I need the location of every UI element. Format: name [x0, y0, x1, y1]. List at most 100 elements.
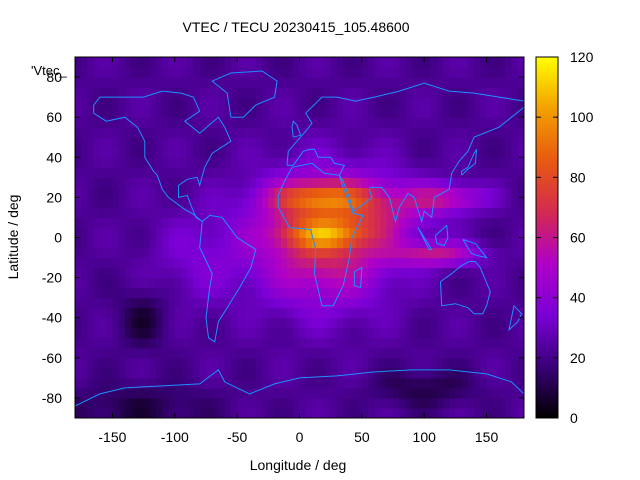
heatmap-cell — [230, 357, 238, 369]
heatmap-cell — [349, 217, 357, 229]
heatmap-cell — [93, 267, 101, 279]
heatmap-cell — [455, 87, 463, 98]
heatmap-cell — [243, 77, 251, 88]
heatmap-cell — [386, 277, 394, 289]
heatmap-cell — [305, 207, 313, 219]
heatmap-cell — [436, 137, 444, 148]
heatmap-cell — [399, 207, 407, 219]
heatmap-cell — [81, 107, 89, 118]
heatmap-cell — [374, 127, 382, 138]
heatmap-cell — [299, 267, 307, 279]
heatmap-cell — [255, 187, 263, 198]
heatmap-cell — [336, 157, 344, 168]
heatmap-cell — [299, 387, 307, 399]
heatmap-cell — [311, 287, 319, 299]
heatmap-cell — [93, 387, 101, 399]
heatmap-cell — [262, 157, 269, 168]
heatmap-cell — [511, 367, 519, 379]
heatmap-cell — [467, 397, 475, 409]
heatmap-cell — [243, 277, 251, 289]
heatmap-cell — [318, 327, 326, 339]
heatmap-cell — [449, 247, 457, 259]
heatmap-cell — [162, 107, 170, 118]
heatmap-cell — [156, 67, 163, 78]
heatmap-cell — [143, 117, 151, 128]
heatmap-cell — [336, 347, 344, 359]
heatmap-cell — [168, 107, 176, 118]
heatmap-cell — [124, 177, 132, 188]
heatmap-cell — [87, 137, 95, 148]
heatmap-cell — [405, 77, 413, 88]
heatmap-cell — [193, 207, 201, 219]
heatmap-cell — [218, 197, 226, 209]
heatmap-cell — [442, 357, 450, 369]
heatmap-cell — [324, 277, 332, 289]
heatmap-cell — [355, 237, 363, 249]
heatmap-cell — [486, 87, 494, 98]
heatmap-cell — [162, 337, 170, 349]
heatmap-cell — [511, 307, 519, 319]
heatmap-cell — [112, 177, 120, 188]
heatmap-cell — [368, 167, 375, 178]
heatmap-cell — [374, 97, 382, 108]
heatmap-cell — [93, 337, 101, 349]
heatmap-cell — [492, 77, 500, 88]
heatmap-cell — [106, 127, 114, 138]
heatmap-cell — [430, 297, 438, 309]
heatmap-cell — [218, 127, 226, 138]
heatmap-cell — [318, 257, 326, 269]
heatmap-cell — [237, 297, 244, 309]
heatmap-cell — [212, 97, 220, 108]
heatmap-cell — [193, 67, 201, 78]
heatmap-cell — [499, 167, 506, 178]
heatmap-cell — [249, 167, 257, 178]
heatmap-cell — [467, 187, 475, 198]
heatmap-cell — [393, 227, 400, 239]
heatmap-cell — [137, 287, 145, 299]
heatmap-cell — [149, 307, 157, 319]
heatmap-cell — [293, 387, 301, 399]
heatmap-cell — [143, 187, 151, 198]
heatmap-cell — [430, 347, 438, 359]
heatmap-cell — [405, 277, 413, 289]
heatmap-cell — [199, 297, 207, 309]
heatmap-cell — [386, 367, 394, 379]
heatmap-cell — [455, 187, 463, 198]
heatmap-cell — [168, 217, 176, 229]
heatmap-cell — [137, 177, 145, 188]
heatmap-cell — [511, 277, 519, 289]
heatmap-cell — [181, 247, 188, 259]
heatmap-cell — [486, 347, 494, 359]
heatmap-cell — [106, 357, 114, 369]
heatmap-cell — [280, 257, 288, 269]
heatmap-cell — [324, 237, 332, 249]
heatmap-cell — [330, 317, 338, 329]
heatmap-cell — [230, 217, 238, 229]
heatmap-cell — [218, 357, 226, 369]
heatmap-cell — [87, 257, 95, 269]
heatmap-cell — [174, 287, 182, 299]
heatmap-cell — [424, 97, 432, 108]
heatmap-cell — [405, 167, 413, 178]
heatmap-cell — [455, 107, 463, 118]
heatmap-cell — [187, 227, 195, 239]
heatmap-cell — [243, 107, 251, 118]
heatmap-cell — [193, 157, 201, 168]
heatmap-cell — [143, 287, 151, 299]
heatmap-cell — [368, 117, 375, 128]
heatmap-cell — [106, 317, 114, 329]
heatmap-cell — [243, 97, 251, 108]
heatmap-cell — [137, 77, 145, 88]
heatmap-cell — [405, 267, 413, 279]
heatmap-cell — [287, 227, 294, 239]
heatmap-cell — [193, 137, 201, 148]
heatmap-cell — [205, 357, 213, 369]
heatmap-cell — [449, 77, 457, 88]
heatmap-cell — [311, 227, 319, 239]
heatmap-cell — [411, 257, 419, 269]
heatmap-cell — [324, 97, 332, 108]
heatmap-cell — [249, 157, 257, 168]
heatmap-cell — [199, 157, 207, 168]
heatmap-cell — [461, 377, 469, 389]
heatmap-cell — [486, 257, 494, 269]
